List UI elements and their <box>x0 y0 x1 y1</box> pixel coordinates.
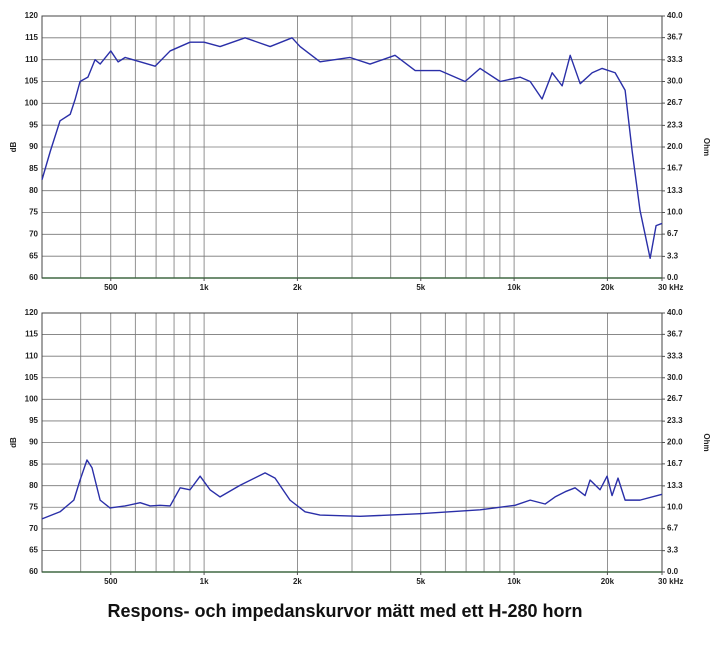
y2-axis-label: Ohm <box>702 433 711 451</box>
x-tick-label: 30 kHz <box>658 577 683 586</box>
y-tick-label: 120 <box>25 308 39 317</box>
y-tick-label: 105 <box>25 373 39 382</box>
y-tick-label: 115 <box>25 330 38 339</box>
y-tick-label: 115 <box>25 33 38 42</box>
y-axis-label: dB <box>9 437 18 448</box>
y2-tick-label: 0.0 <box>667 273 679 282</box>
x-tick-label: 1k <box>200 283 209 292</box>
y2-tick-label: 13.3 <box>667 481 683 490</box>
y2-tick-label: 40.0 <box>667 308 683 317</box>
y2-tick-label: 0.0 <box>667 567 679 576</box>
y-tick-label: 60 <box>29 273 38 282</box>
y-axis-label: dB <box>9 141 18 152</box>
y2-tick-label: 23.3 <box>667 416 683 425</box>
y-tick-label: 70 <box>29 229 38 238</box>
y-tick-label: 70 <box>29 524 38 533</box>
y2-tick-label: 10.0 <box>667 502 683 511</box>
x-tick-label: 500 <box>104 283 118 292</box>
y2-tick-label: 3.3 <box>667 546 679 555</box>
data-line <box>41 37 663 260</box>
y2-tick-label: 6.7 <box>667 229 679 238</box>
y-tick-label: 105 <box>25 77 39 86</box>
x-tick-label: 2k <box>293 283 302 292</box>
y-tick-label: 100 <box>25 394 39 403</box>
y-tick-label: 60 <box>29 567 38 576</box>
y2-tick-label: 20.0 <box>667 438 683 447</box>
y-tick-label: 65 <box>29 546 38 555</box>
y2-tick-label: 10.0 <box>667 208 683 217</box>
y-tick-label: 85 <box>29 459 38 468</box>
x-tick-label: 1k <box>200 577 209 586</box>
x-tick-label: 5k <box>416 283 425 292</box>
plot-frame <box>41 312 663 573</box>
y2-tick-label: 26.7 <box>667 394 683 403</box>
y-tick-label: 120 <box>25 11 39 20</box>
y2-tick-label: 6.7 <box>667 524 679 533</box>
y-tick-label: 100 <box>25 98 39 107</box>
y-tick-label: 80 <box>29 481 38 490</box>
y2-tick-label: 33.3 <box>667 55 683 64</box>
y-tick-label: 90 <box>29 142 38 151</box>
y-tick-label: 95 <box>29 120 38 129</box>
y-tick-label: 95 <box>29 416 38 425</box>
y2-tick-label: 30.0 <box>667 77 683 86</box>
y2-tick-label: 26.7 <box>667 98 683 107</box>
x-tick-label: 20k <box>601 577 615 586</box>
plot-frame <box>41 15 663 279</box>
y2-tick-label: 23.3 <box>667 120 683 129</box>
y-tick-label: 75 <box>29 502 38 511</box>
caption: Respons- och impedanskurvor mätt med ett… <box>107 601 582 621</box>
y2-tick-label: 40.0 <box>667 11 683 20</box>
y2-tick-label: 20.0 <box>667 142 683 151</box>
y-tick-label: 65 <box>29 251 38 260</box>
y2-axis-label: Ohm <box>702 138 711 156</box>
y2-tick-label: 13.3 <box>667 186 683 195</box>
y2-tick-label: 3.3 <box>667 251 679 260</box>
x-tick-label: 10k <box>507 577 521 586</box>
y-tick-label: 80 <box>29 186 38 195</box>
y2-tick-label: 16.7 <box>667 164 683 173</box>
y2-tick-label: 33.3 <box>667 351 683 360</box>
x-tick-label: 10k <box>507 283 521 292</box>
y-tick-label: 75 <box>29 208 38 217</box>
x-tick-label: 5k <box>416 577 425 586</box>
x-tick-label: 2k <box>293 577 302 586</box>
y-tick-label: 110 <box>25 55 38 64</box>
x-tick-label: 20k <box>601 283 615 292</box>
y-tick-label: 110 <box>25 351 38 360</box>
y-tick-label: 90 <box>29 438 38 447</box>
data-line <box>41 459 663 520</box>
x-tick-label: 30 kHz <box>658 283 683 292</box>
y-tick-label: 85 <box>29 164 38 173</box>
x-tick-label: 500 <box>104 577 118 586</box>
y2-tick-label: 16.7 <box>667 459 683 468</box>
y2-tick-label: 30.0 <box>667 373 683 382</box>
y2-tick-label: 36.7 <box>667 329 683 338</box>
y2-tick-label: 36.7 <box>667 33 683 42</box>
